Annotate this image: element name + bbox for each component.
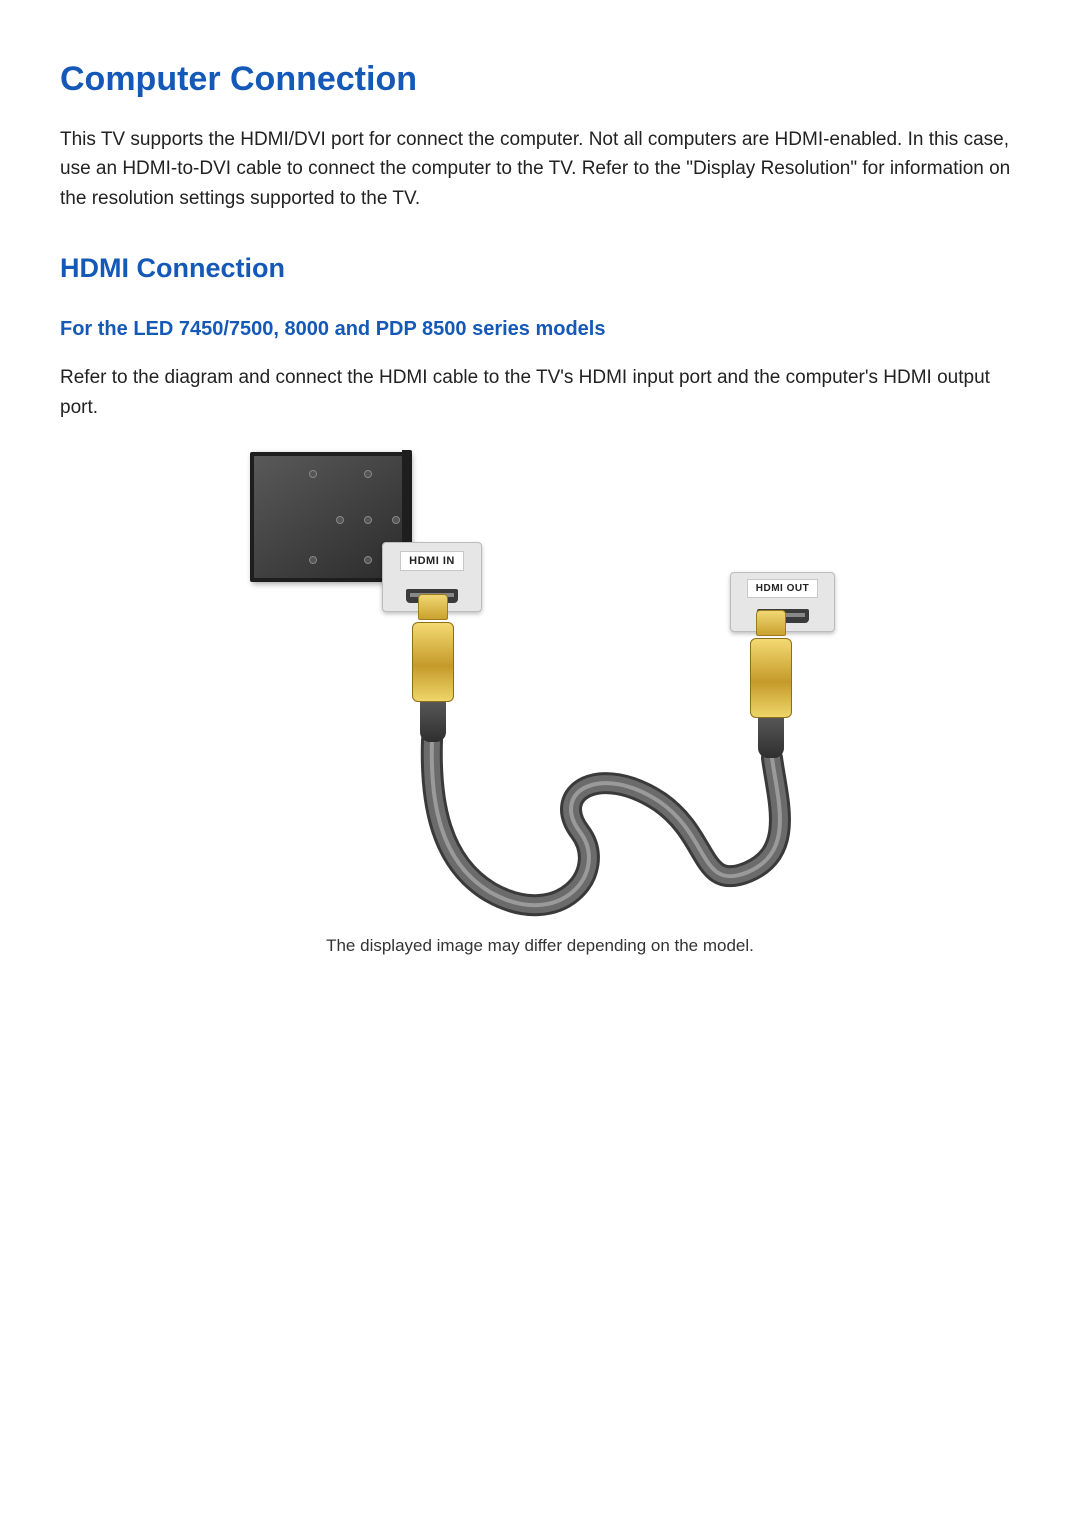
screw-icon	[364, 516, 372, 524]
diagram-container: HDMI IN HDMI OUT	[60, 442, 1020, 956]
intro-paragraph: This TV supports the HDMI/DVI port for c…	[60, 125, 1020, 213]
hdmi-connection-diagram: HDMI IN HDMI OUT	[240, 442, 840, 922]
screw-icon	[309, 470, 317, 478]
hdmi-plug-in	[412, 594, 454, 742]
diagram-caption: The displayed image may differ depending…	[326, 936, 754, 956]
section-title: HDMI Connection	[60, 253, 1020, 284]
screw-icon	[336, 516, 344, 524]
screw-icon	[392, 516, 400, 524]
screw-icon	[364, 556, 372, 564]
hdmi-out-label: HDMI OUT	[747, 579, 818, 598]
screw-icon	[364, 470, 372, 478]
subsection-title: For the LED 7450/7500, 8000 and PDP 8500…	[60, 318, 1020, 341]
hdmi-in-label: HDMI IN	[400, 551, 464, 571]
subsection-body: Refer to the diagram and connect the HDM…	[60, 363, 1020, 422]
screw-icon	[309, 556, 317, 564]
page-title: Computer Connection	[60, 60, 1020, 99]
hdmi-plug-out	[750, 610, 792, 758]
